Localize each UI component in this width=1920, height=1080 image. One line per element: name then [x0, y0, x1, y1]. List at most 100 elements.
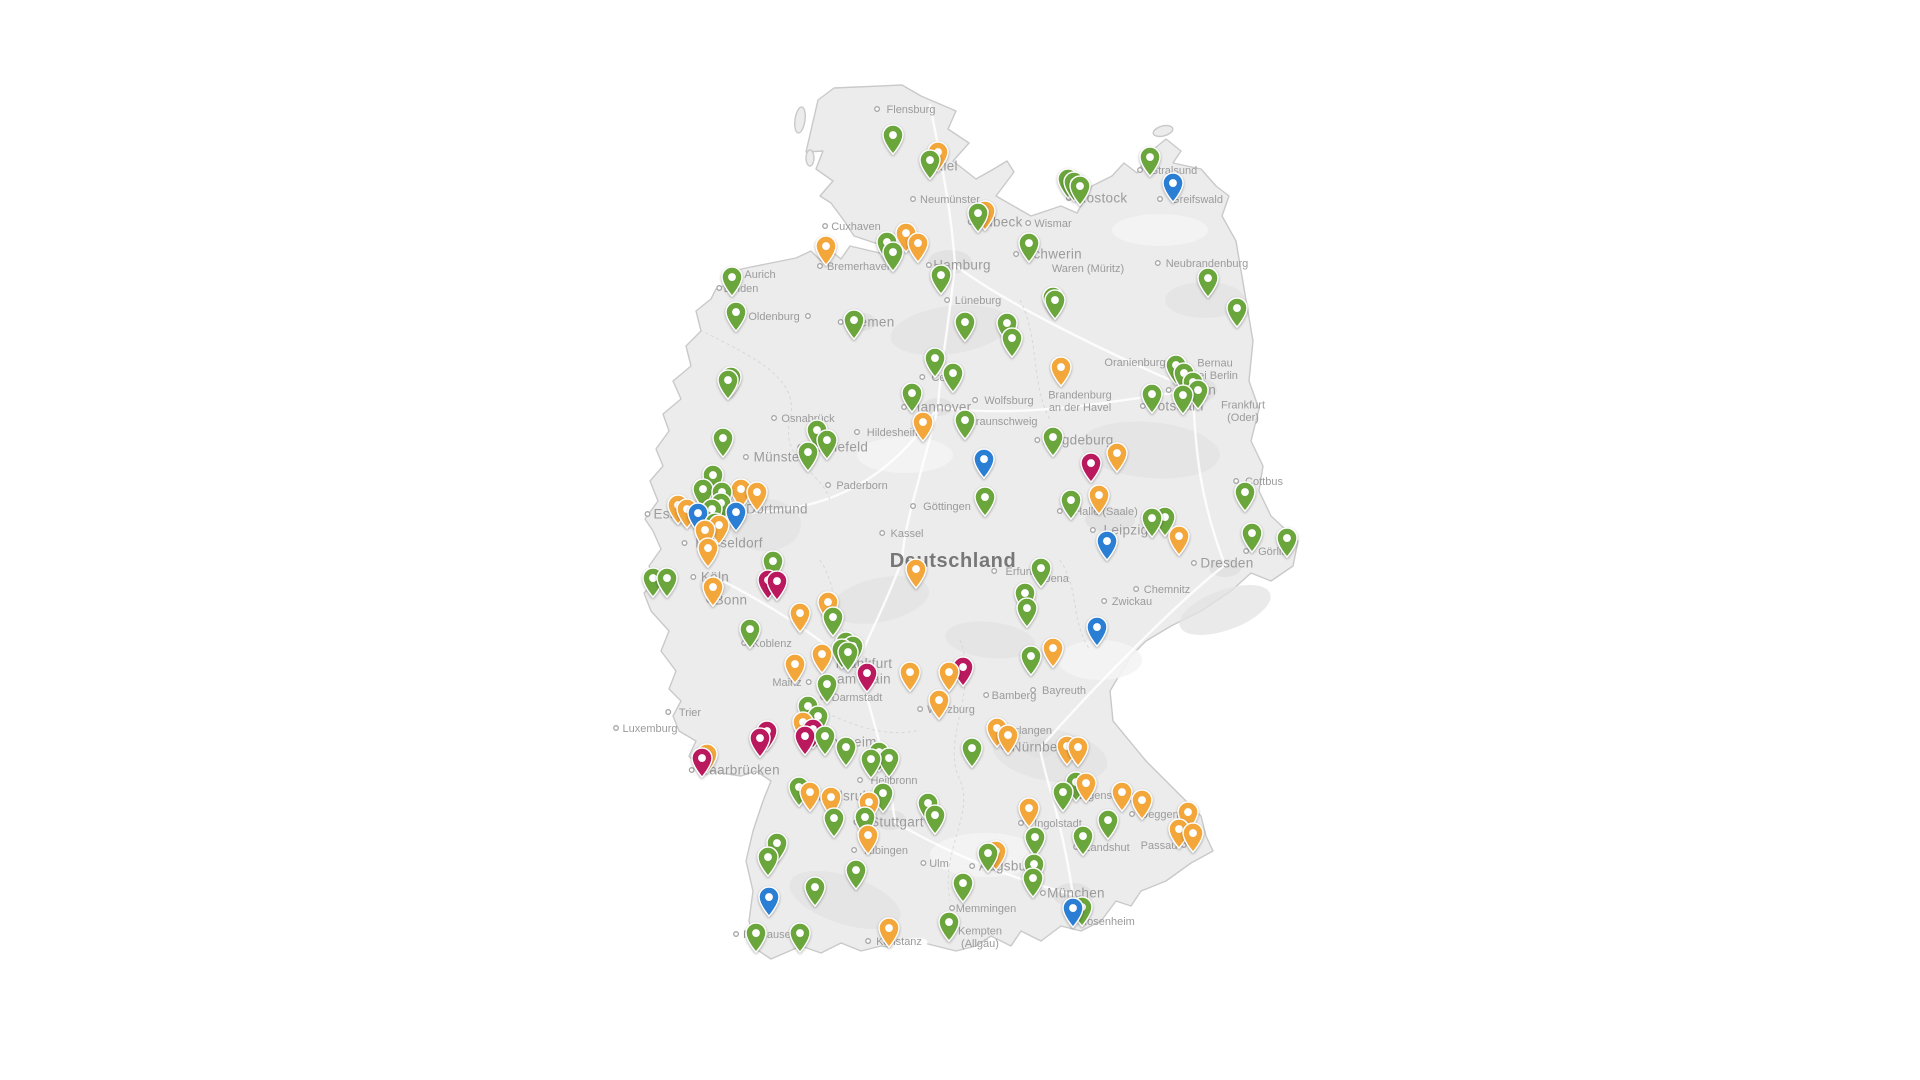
city-label-oranienburg: Oranienburg: [1104, 357, 1165, 369]
city-label-ingolstadt: Ingolstadt: [1034, 818, 1082, 830]
city-dot-greifswald: [1157, 196, 1163, 202]
city-label-wolfsburg: Wolfsburg: [984, 395, 1033, 407]
city-dot-neum-nster: [910, 196, 916, 202]
city-dot-kassel: [879, 530, 886, 536]
city-dot-ulm: [920, 860, 927, 866]
city-dot-ingolstadt: [1018, 820, 1024, 826]
city-label-brandenburg-an-der-havel: Brandenburg an der Havel: [1048, 390, 1112, 414]
city-dot-m-nchen: [1039, 890, 1046, 896]
city-dot-konstanz: [865, 938, 872, 944]
terrain-patches: [729, 214, 1271, 930]
city-label-dresden: Dresden: [1200, 556, 1253, 571]
city-dot-cottbus: [1233, 478, 1240, 484]
city-label-zwickau: Zwickau: [1112, 596, 1152, 608]
city-dot-bayreuth: [1030, 687, 1037, 693]
city-dot-erfurt: [991, 568, 998, 574]
city-dot-berlin: [1165, 387, 1172, 393]
city-label-landshut: Landshut: [1084, 842, 1129, 854]
city-dot-zwickau: [1101, 598, 1108, 604]
city-dot-trier: [665, 709, 672, 715]
city-label-m-nster: Münster: [754, 450, 805, 465]
city-label-bernau-bei-berlin: Bernau bei Berlin: [1192, 358, 1238, 382]
city-dot-cuxhaven: [822, 223, 829, 229]
city-dot-potsdam: [1139, 403, 1146, 409]
city-label-darmstadt: Darmstadt: [832, 692, 883, 704]
city-dot-flensburg: [874, 106, 880, 112]
city-dot-wismar: [1025, 220, 1032, 226]
city-dot-wolfsburg: [972, 397, 978, 403]
city-label-neum-nster: Neumünster: [920, 194, 980, 206]
city-label-kassel: Kassel: [890, 528, 923, 540]
city-label-chemnitz: Chemnitz: [1144, 584, 1190, 596]
city-dot-schwerin: [1013, 251, 1020, 257]
city-dot-leipzig: [1089, 527, 1096, 533]
city-dot-m-lhausen: [733, 931, 739, 937]
city-label-ulm: Ulm: [929, 858, 949, 870]
city-label-wismar: Wismar: [1034, 218, 1072, 230]
city-dot-dresden: [1190, 560, 1197, 566]
city-dot-w-rzburg: [917, 706, 924, 712]
city-label-aurich: Aurich: [744, 269, 775, 281]
city-label-koblenz: Koblenz: [752, 638, 792, 650]
city-label-stuttgart: Stuttgart: [870, 815, 924, 830]
city-dot-hannover: [901, 404, 908, 410]
city-label-saarbr-cken: Saarbrücken: [700, 763, 780, 778]
city-dot-deggendorf: [1129, 811, 1135, 817]
city-dot-halle-saale: [1056, 508, 1063, 514]
city-label-rosenheim: Rosenheim: [1079, 916, 1135, 928]
city-label-luxemburg: Luxemburg: [622, 723, 677, 735]
city-label-cottbus: Cottbus: [1245, 476, 1283, 488]
city-label-bamberg: Bamberg: [992, 690, 1037, 702]
city-dot-k-ln: [690, 574, 697, 580]
city-label-trier: Trier: [679, 707, 702, 719]
lake-constance: [888, 937, 928, 955]
city-dot-bremen: [837, 319, 844, 325]
city-label-g-ttingen: Göttingen: [923, 501, 971, 513]
city-dot-emden: [716, 285, 723, 291]
city-label-bonn: Bonn: [715, 593, 748, 608]
city-label-m-nchen: München: [1047, 886, 1105, 901]
city-label-cuxhaven: Cuxhaven: [831, 221, 881, 233]
city-dot-t-bingen: [851, 847, 858, 853]
city-dot-m-nster: [742, 454, 749, 460]
islands: [794, 106, 1174, 167]
city-dot-neubrandenburg: [1154, 260, 1161, 266]
city-label-memmingen: Memmingen: [956, 903, 1017, 915]
city-dot-memmingen: [949, 905, 955, 911]
city-label-stralsund: Stralsund: [1151, 165, 1197, 177]
city-label-osnabr-ck: Osnabrück: [781, 413, 835, 425]
city-dot-essen: [644, 511, 651, 517]
city-label-paderborn: Paderborn: [836, 480, 887, 492]
city-label-schwerin: Schwerin: [1024, 247, 1082, 262]
city-label-rostock: Rostock: [1077, 191, 1128, 206]
city-dot-luxemburg: [613, 725, 619, 731]
city-dot-oldenburg: [805, 313, 811, 319]
city-label-erlangen: Erlangen: [1008, 725, 1052, 737]
city-label-hildesheim: Hildesheim: [867, 427, 921, 439]
city-dot-g-rlitz: [1243, 548, 1250, 554]
city-dot-bamberg: [983, 692, 990, 698]
city-dot-d-sseldorf: [681, 540, 688, 546]
city-dot-magdeburg: [1034, 437, 1041, 443]
city-label-jena: Jena: [1045, 573, 1070, 585]
city-dot-mainz: [805, 679, 812, 685]
city-dot-stralsund: [1137, 167, 1143, 173]
city-label-passau: Passau: [1141, 840, 1178, 852]
city-dot-g-ttingen: [910, 503, 916, 509]
city-dot-chemnitz: [1133, 586, 1140, 592]
city-label-waren-m-ritz: Waren (Müritz): [1052, 263, 1124, 275]
city-label-erfurt: Erfurt: [1006, 566, 1033, 578]
city-dot-osnabr-ck: [771, 415, 777, 421]
city-dot-saarbr-cken: [688, 767, 695, 773]
city-label-neubrandenburg: Neubrandenburg: [1166, 258, 1249, 270]
city-label-n-rnberg: Nürnberg: [1012, 740, 1071, 755]
city-dot-hildesheim: [854, 429, 860, 435]
city-label-halle-saale: Halle (Saale): [1074, 506, 1138, 518]
city-label-braunschweig: Braunschweig: [968, 416, 1037, 428]
city-dot-heilbronn: [857, 777, 863, 783]
city-dot-l-neburg: [944, 297, 951, 303]
city-label-bayreuth: Bayreuth: [1042, 685, 1086, 697]
city-label-kempten-allg-u: Kempten (Allgäu): [958, 926, 1002, 950]
